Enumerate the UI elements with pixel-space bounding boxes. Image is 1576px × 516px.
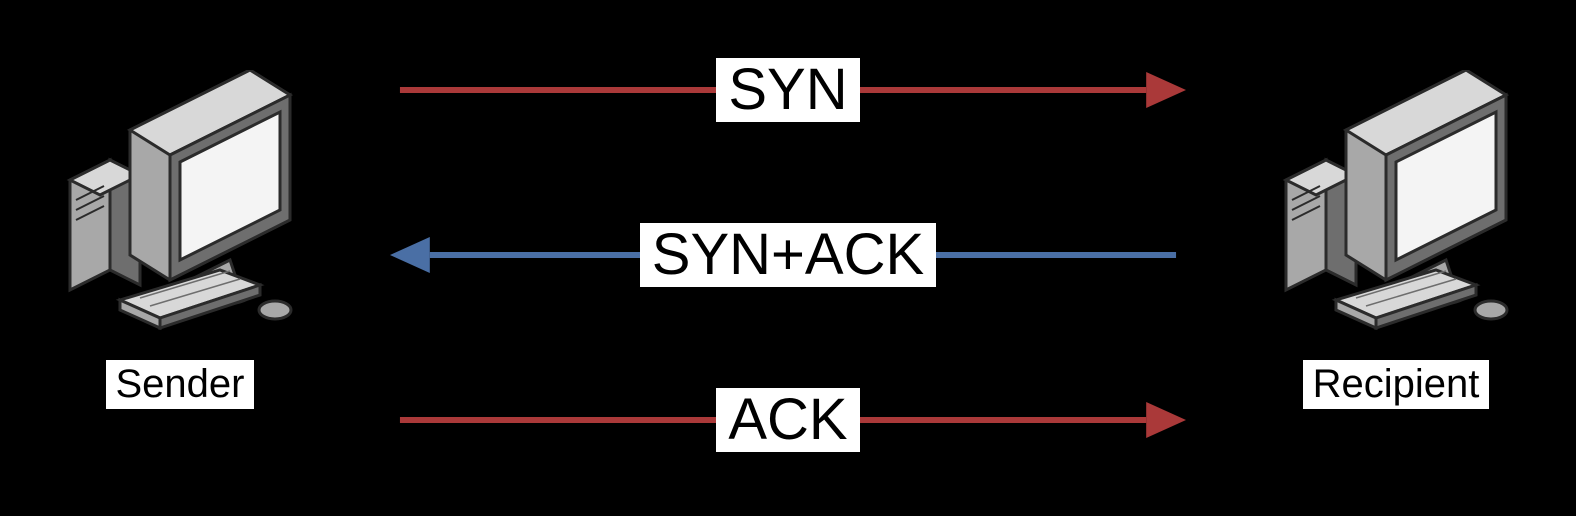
arrow-syn: SYN [390, 60, 1186, 120]
syn-label: SYN [716, 58, 859, 122]
recipient-label: Recipient [1303, 360, 1490, 409]
desktop-computer-icon [1276, 70, 1516, 330]
arrows-area: SYN SYN+ACK ACK [390, 50, 1186, 486]
sender-label: Sender [106, 360, 255, 409]
desktop-computer-icon [60, 70, 300, 330]
ack-label: ACK [716, 388, 859, 452]
synack-label: SYN+ACK [640, 223, 936, 287]
recipient-endpoint: Recipient [1276, 70, 1516, 409]
sender-endpoint: Sender [60, 70, 300, 409]
arrow-synack: SYN+ACK [390, 225, 1186, 285]
arrow-ack: ACK [390, 390, 1186, 450]
